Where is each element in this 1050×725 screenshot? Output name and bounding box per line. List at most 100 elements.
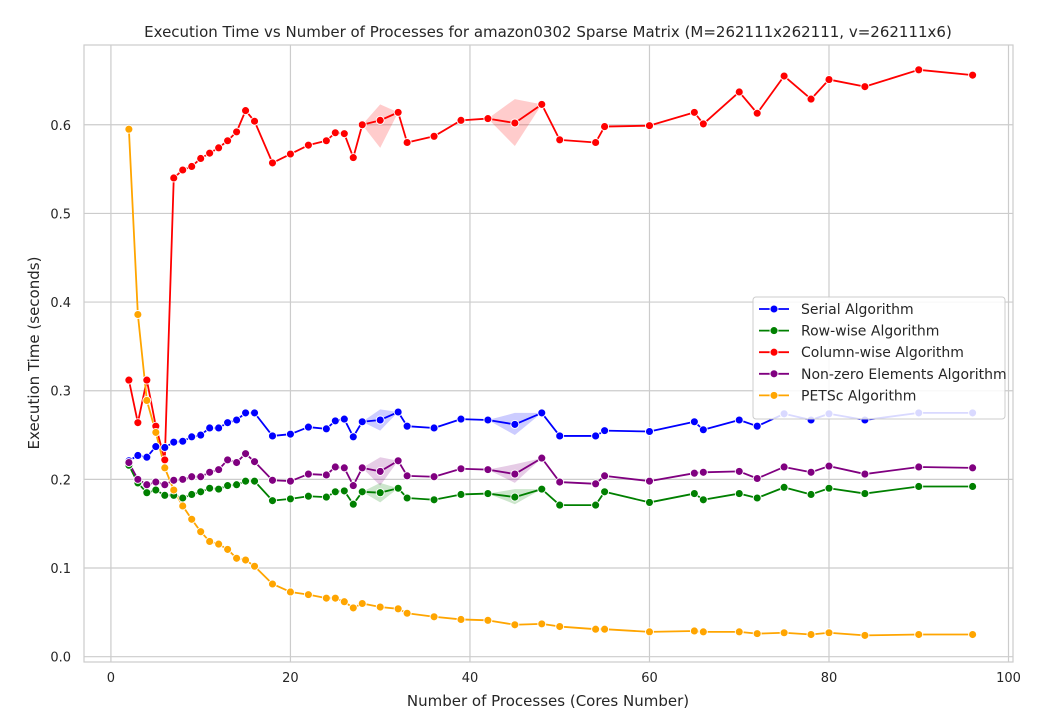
data-point-series-0 [698, 425, 708, 435]
data-point-series-0 [241, 408, 251, 418]
data-point-series-4 [456, 615, 466, 624]
data-point-series-0 [456, 414, 466, 424]
data-point-series-0 [187, 432, 197, 442]
data-point-series-0 [169, 437, 179, 447]
data-point-series-2 [698, 119, 708, 129]
data-point-series-2 [537, 99, 547, 109]
series-markers [124, 65, 978, 640]
data-point-series-4 [303, 590, 313, 600]
data-point-series-2 [160, 455, 170, 465]
legend: Serial Algorithm Row-wise Algorithm Column… [752, 296, 1007, 420]
data-point-series-2 [196, 154, 206, 163]
data-point-series-3 [348, 481, 358, 491]
data-point-series-4 [160, 463, 170, 473]
data-point-series-1 [645, 497, 654, 507]
data-point-series-3 [187, 472, 197, 482]
data-point-series-0 [600, 426, 610, 436]
data-point-series-1 [824, 483, 834, 493]
data-point-series-2 [214, 143, 224, 153]
data-point-series-1 [375, 488, 385, 498]
data-point-series-1 [393, 483, 403, 493]
data-point-series-1 [968, 482, 978, 491]
data-point-series-1 [250, 476, 259, 486]
data-point-series-3 [734, 466, 744, 476]
data-point-series-2 [321, 136, 331, 146]
data-point-series-2 [510, 118, 520, 128]
data-point-series-0 [232, 415, 242, 425]
data-point-series-3 [196, 472, 206, 482]
legend-swatch-marker [769, 369, 779, 379]
data-point-series-3 [645, 476, 654, 486]
data-point-series-3 [510, 469, 520, 479]
data-point-series-3 [779, 462, 789, 472]
data-point-series-4 [205, 536, 215, 546]
data-point-series-3 [591, 479, 601, 489]
data-point-series-2 [591, 138, 601, 147]
data-point-series-1 [348, 499, 358, 509]
data-point-series-3 [806, 467, 816, 477]
data-point-series-1 [600, 487, 610, 497]
data-point-series-4 [806, 630, 816, 639]
data-point-series-3 [205, 467, 215, 477]
data-point-series-3 [375, 466, 385, 476]
data-point-series-2 [348, 153, 358, 163]
legend-label: Column-wise Algorithm [801, 345, 964, 361]
data-point-series-3 [860, 469, 870, 479]
data-point-series-1 [339, 486, 349, 496]
data-point-series-1 [303, 491, 313, 501]
y-axis-label: Execution Time (seconds) [25, 257, 43, 450]
data-point-series-0 [393, 407, 403, 417]
data-point-series-3 [402, 471, 412, 481]
data-point-series-4 [734, 627, 744, 637]
data-point-series-4 [285, 587, 295, 597]
data-point-series-4 [223, 544, 233, 554]
data-point-series-1 [232, 480, 242, 490]
data-point-series-1 [223, 481, 233, 491]
data-point-series-2 [339, 129, 349, 139]
x-tick-label: 0 [107, 671, 115, 686]
data-point-series-0 [555, 431, 565, 441]
data-point-series-2 [375, 115, 385, 125]
y-tick-label: 0.0 [50, 651, 71, 666]
legend-swatch-marker [769, 390, 779, 400]
data-point-series-2 [860, 82, 870, 92]
data-point-series-4 [698, 627, 708, 637]
y-tick-label: 0.2 [50, 473, 71, 488]
data-point-series-2 [187, 161, 197, 171]
data-point-series-3 [698, 467, 708, 477]
data-point-series-0 [734, 415, 744, 425]
data-point-series-3 [357, 463, 367, 473]
legend-label: Serial Algorithm [801, 302, 914, 318]
data-point-series-0 [348, 432, 358, 442]
data-point-series-2 [178, 165, 188, 175]
y-tick-label: 0.1 [50, 562, 71, 577]
data-point-series-3 [456, 464, 466, 474]
data-point-series-3 [124, 458, 134, 467]
data-point-series-3 [752, 474, 762, 483]
data-point-series-3 [250, 457, 259, 467]
data-point-series-4 [537, 619, 547, 629]
data-point-series-4 [357, 599, 367, 608]
data-point-series-4 [241, 555, 251, 565]
data-point-series-2 [357, 120, 367, 130]
data-point-series-1 [689, 489, 699, 499]
data-point-series-3 [169, 475, 179, 485]
data-point-series-2 [555, 135, 565, 145]
data-point-series-4 [779, 628, 789, 638]
y-tick-labels: 0.0 0.1 0.2 0.3 0.4 0.5 0.6 [50, 119, 71, 666]
data-point-series-0 [223, 418, 233, 428]
data-point-series-4 [600, 624, 610, 634]
data-point-series-1 [537, 484, 547, 494]
data-point-series-4 [214, 539, 224, 549]
x-tick-label: 40 [462, 671, 479, 686]
data-point-series-3 [151, 477, 161, 487]
data-point-series-1 [196, 487, 206, 497]
data-point-series-2 [241, 106, 251, 116]
data-point-series-4 [591, 624, 601, 634]
data-point-series-0 [402, 421, 412, 431]
data-point-series-4 [250, 561, 259, 571]
data-point-series-2 [483, 114, 493, 124]
data-point-series-0 [151, 442, 161, 452]
data-point-series-0 [591, 431, 601, 441]
